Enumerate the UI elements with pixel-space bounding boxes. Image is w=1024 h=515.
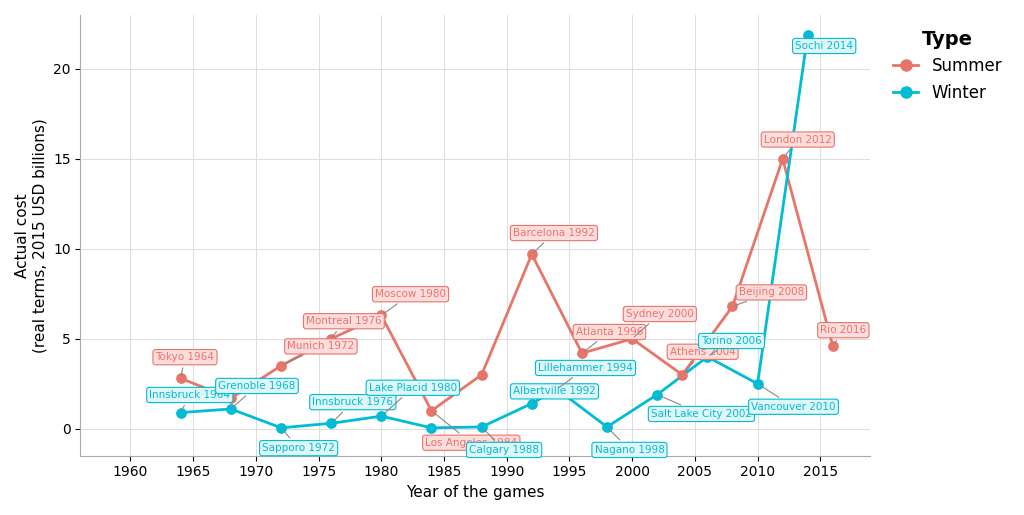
Point bbox=[222, 394, 239, 402]
Point bbox=[222, 405, 239, 413]
Y-axis label: Actual cost
(real terms, 2015 USD billions): Actual cost (real terms, 2015 USD billio… bbox=[15, 118, 47, 353]
Text: Athens 2004: Athens 2004 bbox=[670, 347, 735, 373]
Text: Barcelona 1992: Barcelona 1992 bbox=[513, 228, 595, 252]
Text: Sochi 2014: Sochi 2014 bbox=[796, 37, 853, 51]
Point bbox=[323, 419, 339, 427]
Text: London 2012: London 2012 bbox=[764, 134, 831, 157]
Text: Munich 1972: Munich 1972 bbox=[284, 341, 354, 365]
Legend: Summer, Winter: Summer, Winter bbox=[887, 23, 1009, 108]
Point bbox=[423, 424, 439, 432]
Text: Nagano 1998: Nagano 1998 bbox=[595, 429, 665, 455]
Point bbox=[473, 371, 489, 379]
Point bbox=[523, 400, 540, 408]
Point bbox=[373, 311, 389, 319]
Point bbox=[523, 250, 540, 259]
Text: Torino 2006: Torino 2006 bbox=[701, 336, 762, 355]
Text: Rio 2016: Rio 2016 bbox=[820, 325, 866, 344]
Point bbox=[824, 342, 841, 350]
Point bbox=[724, 302, 740, 311]
Point bbox=[750, 380, 766, 388]
Point bbox=[323, 335, 339, 343]
Text: Innsbruck 1964: Innsbruck 1964 bbox=[150, 390, 230, 410]
Text: Salt Lake City 2002: Salt Lake City 2002 bbox=[651, 396, 752, 419]
Text: Los Angeles 1984: Los Angeles 1984 bbox=[425, 413, 517, 448]
Point bbox=[674, 371, 690, 379]
Point bbox=[624, 335, 640, 343]
Point bbox=[573, 349, 590, 357]
Text: Sydney 2000: Sydney 2000 bbox=[626, 309, 693, 337]
Point bbox=[774, 155, 791, 163]
Text: Calgary 1988: Calgary 1988 bbox=[469, 429, 539, 455]
Text: Lake Placid 1980: Lake Placid 1980 bbox=[369, 383, 457, 414]
Text: Grenoble 1968: Grenoble 1968 bbox=[218, 381, 296, 407]
Text: Albertville 1992: Albertville 1992 bbox=[513, 386, 596, 402]
Text: Innsbruck 1976: Innsbruck 1976 bbox=[312, 397, 393, 421]
Point bbox=[649, 390, 666, 399]
Text: Lillehammer 1994: Lillehammer 1994 bbox=[538, 363, 633, 387]
Point bbox=[373, 412, 389, 420]
Point bbox=[423, 407, 439, 415]
Text: Moscow 1980: Moscow 1980 bbox=[375, 289, 446, 314]
Text: Tokyo 1964: Tokyo 1964 bbox=[156, 352, 214, 375]
Text: Vancouver 2010: Vancouver 2010 bbox=[752, 385, 836, 412]
Text: Beijing 2008: Beijing 2008 bbox=[735, 287, 804, 305]
Point bbox=[599, 423, 615, 431]
Text: Sapporo 1972: Sapporo 1972 bbox=[262, 430, 335, 453]
Point bbox=[272, 424, 289, 432]
X-axis label: Year of the games: Year of the games bbox=[407, 485, 545, 500]
Text: Atlanta 1996: Atlanta 1996 bbox=[575, 327, 643, 352]
Point bbox=[473, 423, 489, 431]
Text: Montreal 1976: Montreal 1976 bbox=[306, 316, 382, 336]
Point bbox=[172, 408, 188, 417]
Point bbox=[272, 362, 289, 370]
Point bbox=[549, 385, 565, 393]
Point bbox=[800, 31, 816, 39]
Point bbox=[172, 374, 188, 383]
Point bbox=[699, 353, 716, 361]
